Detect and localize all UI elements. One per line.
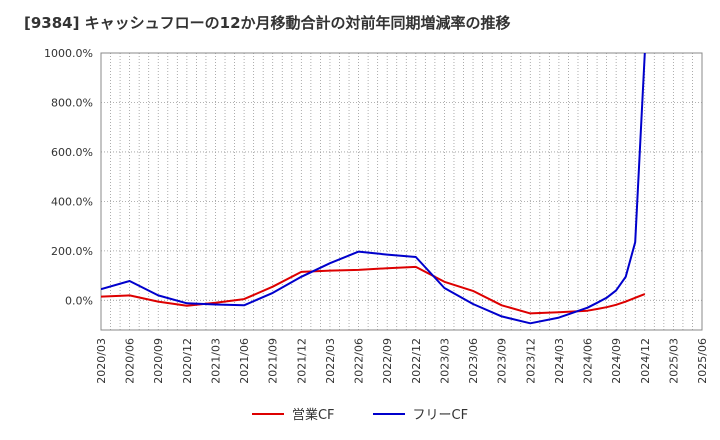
y-tick-label: 600.0% bbox=[51, 146, 93, 159]
x-tick-label: 2024/09 bbox=[610, 338, 623, 384]
legend-item-operating-cf: 営業CF bbox=[251, 404, 335, 423]
x-tick-label: 2022/09 bbox=[381, 338, 394, 384]
x-tick-label: 2025/03 bbox=[667, 338, 680, 384]
tick-labels: 0.0% 200.0% 400.0% 600.0% 800.0% 1000.0% 2020/… bbox=[44, 47, 709, 384]
legend-item-free-cf: フリーCF bbox=[372, 404, 469, 423]
x-tick-label: 2020/03 bbox=[95, 338, 108, 384]
x-tick-label: 2024/12 bbox=[639, 338, 652, 384]
series-line-free-cf bbox=[101, 52, 646, 325]
x-tick-label: 2021/06 bbox=[238, 338, 251, 384]
legend-swatch-operating-cf bbox=[251, 412, 284, 415]
legend-swatch-free-cf bbox=[372, 412, 405, 415]
legend-label-operating-cf: 営業CF bbox=[291, 408, 335, 423]
x-tick-label: 2022/03 bbox=[324, 338, 337, 384]
x-tick-label: 2022/12 bbox=[410, 338, 423, 384]
series-lines bbox=[101, 52, 646, 325]
y-tick-label: 0.0% bbox=[65, 294, 93, 307]
x-tick-label: 2020/06 bbox=[124, 338, 137, 384]
y-tick-label: 1000.0% bbox=[44, 47, 93, 60]
plot-frame bbox=[100, 52, 703, 331]
x-tick-label: 2020/09 bbox=[152, 338, 165, 384]
legend-label-free-cf: フリーCF bbox=[412, 408, 469, 423]
x-tick-label: 2023/03 bbox=[438, 338, 451, 384]
x-tick-label: 2022/06 bbox=[353, 338, 366, 384]
x-tick-label: 2025/06 bbox=[696, 338, 709, 384]
x-tick-label: 2024/03 bbox=[553, 338, 566, 384]
legend: 営業CF フリーCF bbox=[0, 404, 720, 423]
x-tick-label: 2020/12 bbox=[181, 338, 194, 384]
y-tick-label: 400.0% bbox=[51, 195, 93, 208]
chart-title: [9384] キャッシュフローの12か月移動合計の対前年同期増減率の推移 bbox=[24, 14, 511, 32]
axes bbox=[100, 52, 703, 331]
y-tick-label: 800.0% bbox=[51, 96, 93, 109]
grid bbox=[101, 52, 702, 330]
series-line-operating-cf bbox=[101, 265, 646, 315]
x-tick-label: 2024/06 bbox=[582, 338, 595, 384]
x-tick-label: 2023/06 bbox=[467, 338, 480, 384]
x-tick-label: 2021/09 bbox=[267, 338, 280, 384]
y-tick-label: 200.0% bbox=[51, 245, 93, 258]
x-tick-label: 2023/12 bbox=[524, 338, 537, 384]
x-tick-label: 2021/03 bbox=[209, 338, 222, 384]
x-tick-label: 2021/12 bbox=[295, 338, 308, 384]
x-tick-label: 2023/09 bbox=[496, 338, 509, 384]
